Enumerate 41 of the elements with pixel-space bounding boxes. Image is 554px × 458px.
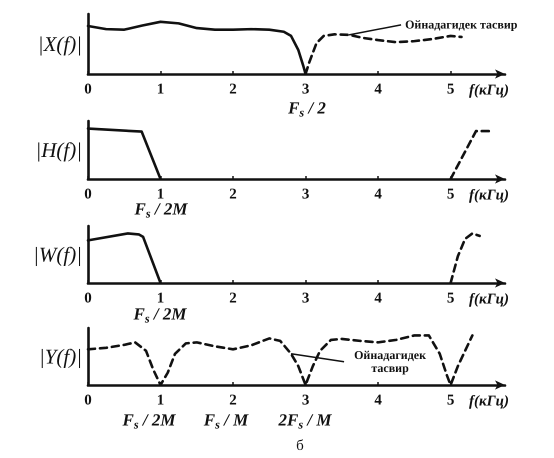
x-tick-label: 2 bbox=[229, 82, 237, 98]
annotation: Ойнадагидек тасвир bbox=[353, 348, 427, 375]
y-axis-title: |W(f)| bbox=[33, 242, 82, 266]
text: F$_{s}$ / 2M bbox=[134, 200, 188, 221]
x-tick-label: 2 bbox=[229, 186, 237, 202]
x-tick-label: 1 bbox=[156, 290, 164, 306]
x-tick-label: 5 bbox=[446, 290, 454, 306]
x-tick-label: 4 bbox=[374, 186, 382, 202]
text: F$_{s}$ / 2M bbox=[122, 410, 176, 432]
text: F$_{s}$ / 2M bbox=[134, 304, 186, 326]
x-axis-title: f(кГц) bbox=[469, 394, 509, 410]
x-axis-title: f(кГц) bbox=[469, 188, 509, 204]
x-tick-label: 4 bbox=[374, 290, 382, 306]
x-tick-label: 3 bbox=[302, 186, 310, 202]
x-tick-label: 0 bbox=[84, 392, 92, 408]
x-tick-label: 2 bbox=[229, 290, 237, 306]
x-tick-label: 0 bbox=[84, 82, 92, 98]
text: F$_{s}$ / 2 bbox=[288, 98, 326, 120]
text: F$_{s}$ / M bbox=[204, 410, 248, 432]
x-tick-label: 3 bbox=[302, 290, 310, 306]
x-tick-label: 0 bbox=[84, 186, 92, 202]
x-tick-label: 1 bbox=[156, 82, 164, 98]
x-tick-label: 1 bbox=[156, 392, 164, 408]
x-tick-label: 3 bbox=[302, 82, 310, 98]
x-axis-title: f(кГц) bbox=[469, 292, 509, 308]
x-tick-label: 3 bbox=[302, 392, 310, 408]
y-axis-title: |X(f)| bbox=[38, 32, 82, 56]
x-tick-label: 4 bbox=[374, 82, 382, 98]
x-axis-title: f(кГц) bbox=[469, 82, 509, 98]
annotation: Ойнадагидек тасвир bbox=[405, 17, 518, 32]
x-tick-label: 5 bbox=[446, 186, 454, 202]
y-axis-title: |H(f)| bbox=[35, 138, 82, 162]
x-tick-label: 5 bbox=[446, 82, 454, 98]
x-tick-label: 0 bbox=[84, 290, 92, 306]
x-tick-label: 5 bbox=[446, 392, 454, 408]
y-axis-title: |Y(f)| bbox=[38, 344, 82, 368]
x-tick-label: 4 bbox=[374, 392, 382, 408]
x-tick-label: 1 bbox=[156, 186, 164, 202]
text: 2F$_{s}$ / M bbox=[278, 410, 332, 432]
x-tick-label: 2 bbox=[229, 392, 237, 408]
text: б bbox=[296, 438, 304, 454]
